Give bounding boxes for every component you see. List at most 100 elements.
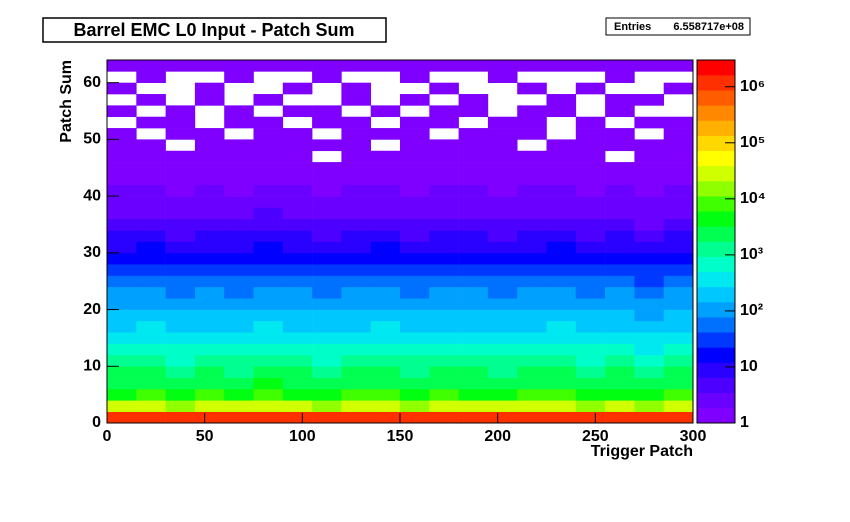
- heatmap-cell: [663, 275, 694, 288]
- heatmap-cell: [224, 196, 254, 208]
- heatmap-cell: [429, 162, 459, 174]
- heatmap-cell: [575, 60, 606, 72]
- heatmap-cell: [136, 218, 166, 231]
- heatmap-cell: [517, 184, 547, 197]
- heatmap-cell: [282, 128, 313, 140]
- colorbar-segment: [697, 302, 735, 318]
- heatmap-cell: [663, 241, 694, 254]
- heatmap-cell: [312, 343, 342, 356]
- heatmap-cell: [282, 207, 313, 220]
- heatmap-cell: [458, 150, 489, 163]
- heatmap-cell: [194, 82, 225, 95]
- heatmap-cell: [312, 184, 342, 197]
- heatmap-cell: [194, 400, 225, 412]
- heatmap-cell: [517, 207, 547, 220]
- heatmap-cell: [341, 241, 371, 254]
- x-tick-label: 250: [582, 428, 609, 445]
- heatmap-cell: [663, 320, 694, 333]
- heatmap-cell: [107, 184, 137, 197]
- colorbar-segment: [697, 317, 735, 333]
- z-tick-label: 10⁶: [740, 78, 765, 95]
- heatmap-cell: [341, 128, 371, 140]
- heatmap-cell: [634, 286, 664, 299]
- heatmap-cell: [517, 354, 547, 367]
- heatmap-cell: [634, 252, 664, 265]
- axes: 0 50 100 150 200 250 300 0 10 20 30 40 50 60 1 10 10² 10³…: [83, 59, 766, 445]
- heatmap-cell: [458, 264, 489, 276]
- heatmap-cell: [253, 400, 284, 412]
- heatmap-cell: [282, 377, 313, 390]
- heatmap-cell: [107, 354, 137, 367]
- heatmap-cell: [194, 354, 225, 367]
- heatmap-cell: [224, 309, 254, 322]
- heatmap-cell: [546, 411, 577, 424]
- chart-title: Barrel EMC L0 Input - Patch Sum: [73, 20, 354, 40]
- heatmap-cell: [605, 332, 635, 344]
- heatmap-cell: [341, 218, 371, 231]
- heatmap-cell: [487, 354, 518, 367]
- heatmap-cell: [341, 400, 371, 412]
- heatmap-cell: [663, 343, 694, 356]
- heatmap-cell: [458, 94, 489, 106]
- heatmap-cell: [458, 60, 489, 72]
- heatmap-cell: [341, 320, 371, 333]
- heatmap-cell: [517, 116, 547, 129]
- heatmap-cell: [224, 60, 254, 72]
- heatmap-cell: [546, 354, 577, 367]
- x-tick-label: 0: [103, 428, 112, 445]
- heatmap-cell: [107, 264, 137, 276]
- heatmap-cell: [605, 196, 635, 208]
- heatmap-cell: [253, 218, 284, 231]
- heatmap-cell: [224, 150, 254, 163]
- heatmap-cell: [136, 264, 166, 276]
- heatmap-cell: [634, 116, 664, 129]
- heatmap-cell: [282, 230, 313, 242]
- heatmap-cell: [282, 354, 313, 367]
- heatmap-cell: [282, 298, 313, 310]
- heatmap-cell: [224, 264, 254, 276]
- heatmap-cell: [575, 139, 606, 152]
- heatmap-cell: [341, 388, 371, 401]
- heatmap-cell: [253, 184, 284, 197]
- heatmap-cell: [312, 116, 342, 129]
- heatmap-cell: [370, 173, 401, 186]
- z-tick-label: 10⁵: [740, 134, 765, 151]
- heatmap-cell: [370, 332, 401, 344]
- heatmap-cell: [429, 388, 459, 401]
- heatmap-cell: [605, 60, 635, 72]
- heatmap-cell: [107, 82, 137, 95]
- colorbar-segment: [697, 181, 735, 197]
- heatmap-cell: [605, 264, 635, 276]
- heatmap-cell: [400, 207, 430, 220]
- heatmap-cell: [341, 252, 371, 265]
- y-tick-label: 50: [83, 131, 101, 148]
- z-tick-label: 10³: [740, 246, 763, 263]
- heatmap-cell: [546, 332, 577, 344]
- heatmap-cell: [107, 320, 137, 333]
- heatmap-cell: [663, 196, 694, 208]
- heatmap-cell: [107, 377, 137, 390]
- heatmap-cell: [107, 218, 137, 231]
- heatmap-cell: [517, 218, 547, 231]
- heatmap-cell: [575, 354, 606, 367]
- heatmap-cell: [370, 184, 401, 197]
- heatmap-cell: [517, 320, 547, 333]
- heatmap-cell: [312, 173, 342, 186]
- heatmap-cell: [165, 275, 196, 288]
- heatmap-cell: [136, 309, 166, 322]
- z-tick-label: 10²: [740, 302, 763, 319]
- heatmap-cell: [224, 184, 254, 197]
- heatmap-cell: [253, 207, 284, 220]
- heatmap-cell: [429, 286, 459, 299]
- heatmap-cell: [487, 196, 518, 208]
- heatmap-cell: [253, 139, 284, 152]
- heatmap-cell: [253, 388, 284, 401]
- heatmap-cell: [487, 139, 518, 152]
- heatmap-cell: [370, 320, 401, 333]
- heatmap-cell: [487, 218, 518, 231]
- heatmap-cell: [370, 196, 401, 208]
- z-tick-label: 10⁴: [740, 190, 766, 207]
- heatmap-cell: [136, 60, 166, 72]
- heatmap-cell: [165, 150, 196, 163]
- heatmap-cell: [224, 332, 254, 344]
